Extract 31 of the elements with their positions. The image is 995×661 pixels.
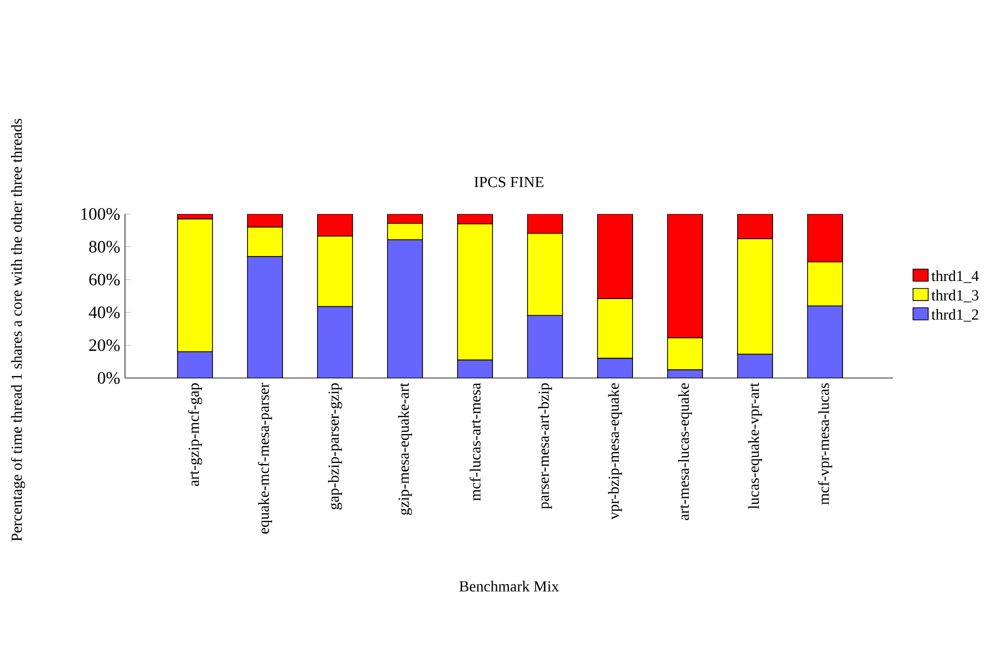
bar	[737, 354, 773, 378]
x-tick-label: gap-bzip-parser-gzip	[328, 383, 342, 510]
y-axis-title: Percentage of time thread 1 shares a core with the other three threads	[10, 118, 26, 542]
y-tick-label: 20%	[89, 339, 120, 352]
x-tick-label: parser-mesa-art-bzip	[538, 383, 552, 510]
chart-title: IPCS FINE	[474, 176, 544, 188]
bar	[807, 305, 844, 378]
bar	[177, 351, 213, 378]
y-tick-label: 80%	[89, 240, 120, 253]
x-tick-label: mcf-lucas-art-mesa	[470, 382, 481, 501]
y-tick-label: 60%	[89, 274, 120, 286]
legend-label: thrd1_4	[931, 270, 979, 283]
bar	[247, 256, 283, 378]
x-tick-label: equake-mcf-mesa-parser	[258, 382, 272, 534]
x-tick-label: art-mesa-lucas-equake	[678, 383, 692, 520]
x-tick-label: lucas-equake-vpr-art	[748, 382, 762, 509]
bar	[597, 358, 633, 378]
x-tick-label: gzip-mesa-equake-art	[398, 382, 412, 515]
y-tick-label: 40%	[88, 306, 120, 318]
legend-label: thrd1_2	[931, 308, 978, 322]
bar	[387, 239, 423, 378]
bar	[317, 306, 353, 378]
y-tick-label: 0%	[98, 372, 120, 384]
x-axis-title: Benchmark Mix	[459, 580, 559, 592]
bar	[457, 360, 493, 378]
x-tick-label: vpr-bzip-mesa-equake	[608, 383, 622, 520]
bar	[527, 314, 563, 378]
x-tick-label: mcf-vpr-mesa-lucas	[818, 383, 832, 505]
legend-label: thrd1_3	[931, 290, 978, 302]
x-tick-label: art-gzip-mcf-gap	[188, 383, 202, 486]
y-tick-label: 100%	[81, 208, 120, 220]
